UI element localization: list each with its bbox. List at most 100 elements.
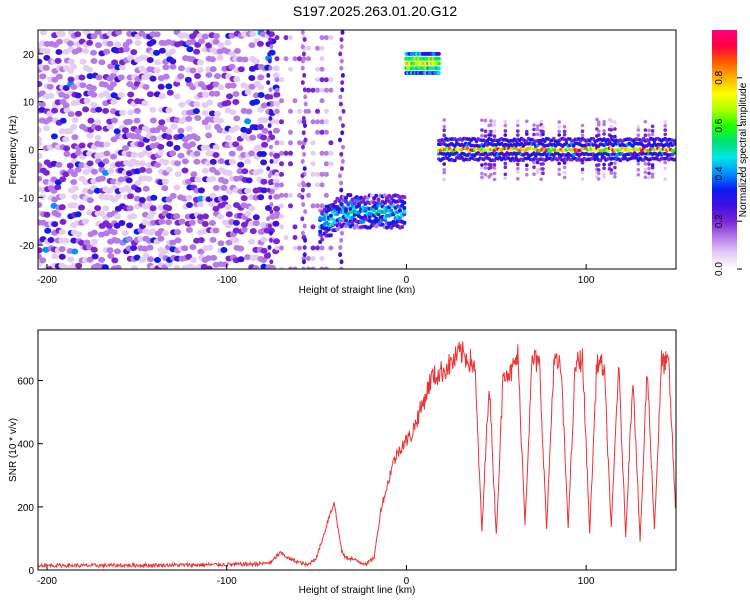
heatmap-cell: [193, 158, 201, 165]
colorbar-tick-label: 0.4: [714, 166, 725, 180]
heatmap-cell: [194, 176, 202, 183]
heatmap-cell: [38, 253, 42, 260]
heatmap-cell: [94, 30, 102, 36]
heatmap-cell: [315, 77, 320, 83]
heatmap-cell: [503, 161, 508, 166]
heatmap-cell: [109, 72, 117, 79]
heatmap-cell: [74, 92, 82, 99]
heatmap-cell: [90, 101, 98, 108]
heatmap-cell: [382, 200, 387, 205]
heatmap-cell: [196, 67, 204, 73]
heatmap-cell: [442, 133, 447, 137]
heatmap-cell: [267, 223, 272, 229]
heatmap-cell: [492, 119, 497, 123]
heatmap-cell: [157, 149, 165, 156]
heatmap-cell: [224, 39, 232, 46]
heatmap-cell: [348, 193, 353, 198]
heatmap-cell: [279, 140, 284, 146]
heatmap-cell: [55, 161, 63, 168]
heatmap-cell: [245, 128, 252, 135]
heatmap-cell: [225, 211, 233, 218]
heatmap-cell: [205, 132, 213, 139]
heatmap-cell: [153, 49, 161, 56]
heatmap-cell: [78, 162, 86, 169]
heatmap-cell: [209, 66, 217, 73]
heatmap-cell: [647, 162, 651, 166]
heatmap-cell: [178, 101, 186, 108]
heatmap-cell: [301, 130, 306, 136]
heatmap-cell: [177, 152, 185, 159]
heatmap-cell: [196, 201, 204, 208]
heatmap-cell: [274, 87, 280, 93]
heatmap-cell: [402, 220, 407, 225]
heatmap-cell: [303, 101, 308, 107]
heatmap-cell: [283, 56, 289, 62]
heatmap-cell: [315, 171, 320, 177]
heatmap-cell: [232, 99, 240, 105]
heatmap-cell: [339, 37, 344, 42]
heatmap-cell: [492, 163, 497, 167]
heatmap-cell: [51, 107, 59, 114]
heatmap-cell: [297, 108, 302, 114]
heatmap-cell: [119, 109, 127, 116]
colorbar-tick-label: 0.8: [714, 70, 725, 84]
heatmap-cell: [149, 75, 157, 82]
heatmap-cell: [75, 47, 83, 53]
chart-title: S197.2025.263.01.20.G12: [293, 3, 457, 19]
heatmap-cell: [38, 175, 43, 182]
heatmap-cell: [319, 203, 325, 209]
heatmap-cell: [525, 163, 529, 167]
heatmap-cell: [248, 205, 256, 212]
heatmap-cell: [169, 150, 177, 157]
heatmap-cell: [532, 165, 536, 169]
heatmap-cell: [169, 58, 177, 65]
heatmap-cell: [279, 119, 284, 125]
heatmap-cell: [169, 48, 176, 55]
heatmap-cell: [613, 171, 617, 176]
heatmap-cell: [442, 162, 447, 166]
heatmap-cell: [283, 192, 289, 198]
heatmap-cell: [62, 171, 70, 178]
heatmap-cell: [339, 180, 344, 186]
heatmap-cell: [237, 245, 245, 252]
heatmap-cell: [636, 125, 641, 129]
heatmap-cell: [71, 134, 79, 141]
heatmap-cell: [279, 161, 284, 167]
heatmap-cell: [86, 256, 94, 263]
heatmap-cell: [323, 161, 329, 167]
heatmap-cell: [212, 152, 220, 158]
heatmap-cell: [302, 166, 307, 172]
heatmap-cell: [315, 45, 320, 51]
snr-x-ticks: -200 -100 0 100: [37, 565, 595, 587]
heatmap-cell: [344, 207, 348, 212]
heatmap-cell: [319, 119, 325, 125]
heatmap-cell: [51, 221, 59, 228]
heatmap-cell: [279, 77, 284, 83]
heatmap-cell: [541, 124, 545, 129]
heatmap-cell: [323, 266, 329, 269]
heatmap-cell: [306, 56, 311, 62]
heatmap-cell: [236, 145, 244, 152]
heatmap-cell: [40, 30, 48, 36]
y-tick-label: 0: [28, 146, 34, 157]
heatmap-cell: [240, 195, 248, 202]
heatmap-cell: [212, 144, 220, 151]
heatmap-cell: [273, 152, 281, 159]
heatmap-cell: [516, 170, 520, 174]
heatmap-cell: [272, 65, 280, 72]
heatmap-cell: [113, 128, 121, 135]
heatmap-cell: [213, 90, 221, 97]
heatmap-cell: [535, 124, 540, 128]
heatmap-cell: [70, 63, 78, 70]
heatmap-cell: [647, 128, 651, 133]
heatmap-cell: [323, 171, 329, 177]
heatmap-cell: [339, 65, 344, 71]
heatmap-cell: [169, 192, 177, 199]
heatmap-cell: [492, 177, 497, 182]
heatmap-cell: [557, 125, 561, 129]
heatmap-cell: [525, 167, 529, 172]
heatmap-cell: [245, 108, 253, 115]
heatmap-cell: [442, 124, 447, 129]
heatmap-cell: [376, 212, 381, 216]
